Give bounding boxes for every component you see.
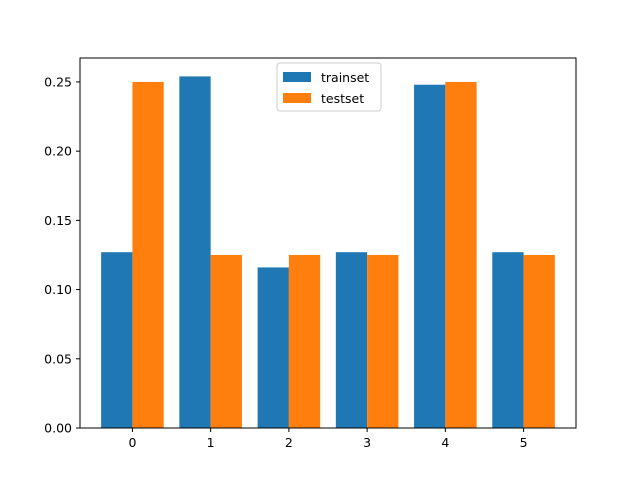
legend-swatch-testset: [283, 93, 311, 103]
bars-layer: [101, 76, 555, 429]
legend: trainset testset: [276, 62, 382, 112]
bar-trainset-1: [179, 76, 211, 428]
x-tick-label: 5: [520, 435, 528, 450]
y-tick-label: 0.20: [44, 144, 72, 159]
bar-testset-1: [210, 254, 242, 428]
legend-swatch-trainset: [283, 72, 311, 82]
y-tick-label: 0.00: [44, 421, 72, 436]
bar-testset-5: [523, 254, 555, 428]
y-tick-label: 0.25: [44, 74, 72, 89]
bar-testset-0: [132, 81, 164, 429]
x-tick-label: 0: [128, 435, 136, 450]
bar-trainset-5: [492, 252, 524, 428]
bar-trainset-0: [101, 252, 133, 428]
bar-trainset-2: [257, 267, 289, 428]
bar-testset-2: [288, 254, 321, 428]
bar-trainset-3: [335, 252, 368, 428]
y-tick-label: 0.05: [44, 351, 72, 366]
x-tick-label: 3: [363, 435, 371, 450]
ticks-layer: 0.00 0.05 0.10 0.15 0.20 0.25 0 1 2 3 4 5: [44, 74, 527, 450]
x-tick-label: 1: [207, 435, 215, 450]
axes-layer: [79, 57, 577, 429]
bar-testset-3: [367, 254, 399, 428]
plot-frame: [79, 57, 577, 429]
x-tick-label: 4: [441, 435, 449, 450]
legend-label-testset: testset: [321, 91, 364, 106]
bar-trainset-4: [414, 84, 446, 428]
y-tick-label: 0.10: [44, 282, 72, 297]
bar-testset-4: [445, 81, 477, 429]
legend-label-trainset: trainset: [321, 70, 369, 85]
x-tick-label: 2: [285, 435, 293, 450]
y-tick-label: 0.15: [44, 213, 72, 228]
